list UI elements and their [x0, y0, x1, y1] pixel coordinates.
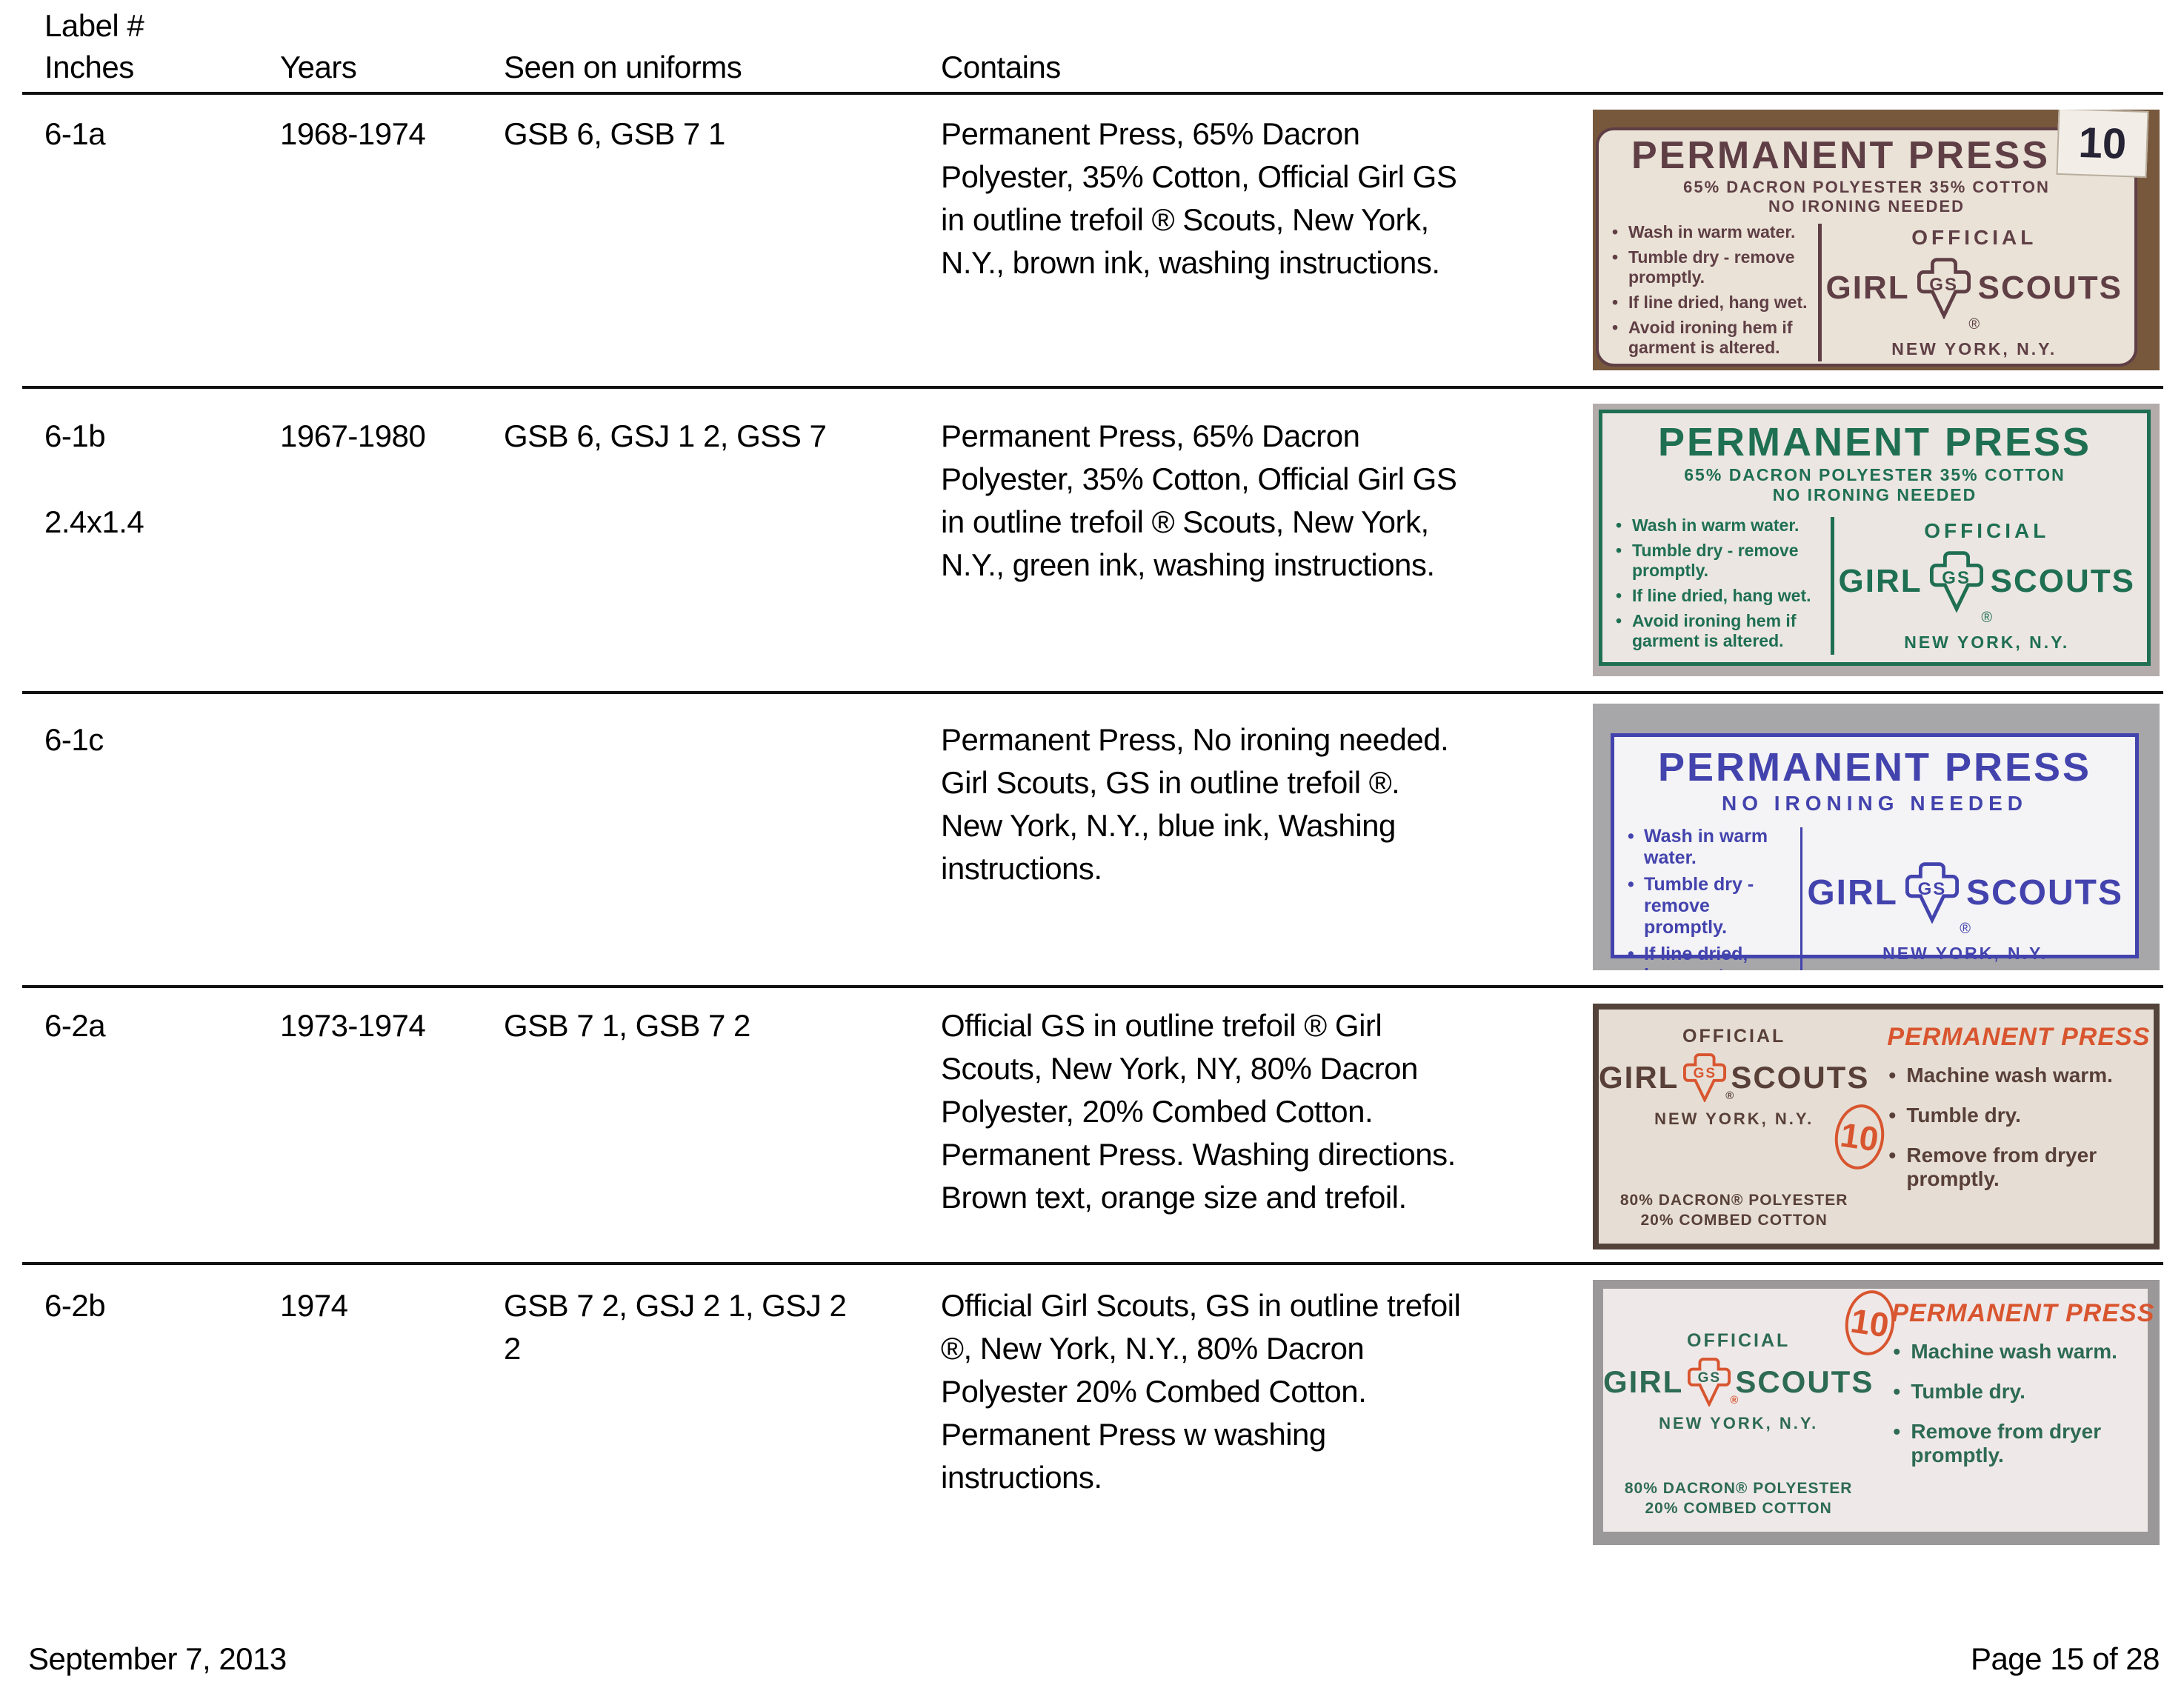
label-photo-6-1b: PERMANENT PRESS 65% DACRON POLYESTER 35%…	[1593, 404, 2160, 676]
trefoil-icon: GS	[1929, 550, 1983, 613]
label-photo-6-1c: PERMANENT PRESS NO IRONING NEEDED Wash i…	[1593, 704, 2160, 970]
row-separator	[22, 985, 2163, 988]
brand-girl: GIRL	[1838, 563, 1922, 599]
cell-label-number: 6-1a	[44, 116, 106, 151]
gs-monogram: GS	[1697, 1370, 1722, 1386]
label-city: NEW YORK, N.Y.	[1882, 944, 2048, 963]
brand-girl: GIRL	[1825, 270, 1910, 306]
brand-scouts: SCOUTS	[1735, 1364, 1874, 1399]
cell-uniforms: GSB 7 1, GSB 7 2	[504, 1008, 750, 1043]
cell-contains: Permanent Press, 65% Dacron Polyester, 3…	[941, 418, 1457, 582]
care-instructions: Machine wash warm. Tumble dry. Remove fr…	[1887, 1064, 2150, 1191]
clothing-label: PERMANENT PRESS 65% DACRON POLYESTER 35%…	[1596, 127, 2137, 367]
clothing-label: PERMANENT PRESS NO IRONING NEEDED Wash i…	[1611, 733, 2139, 970]
gs-monogram: GS	[1917, 879, 1947, 899]
clothing-label: PERMANENT PRESS 65% DACRON POLYESTER 35%…	[1599, 410, 2151, 666]
permanent-press-title: PERMANENT PRESS	[1887, 1023, 2151, 1051]
label-photo-6-1a: 10 PERMANENT PRESS 65% DACRON POLYESTER …	[1593, 110, 2160, 370]
label-fiber-line: 65% DACRON POLYESTER 35% COTTON	[1684, 465, 2065, 484]
cell-label-number: 6-1b	[44, 418, 106, 453]
official-text: OFFICIAL	[1924, 519, 2050, 542]
brand-girl: GIRL	[1603, 1364, 1684, 1399]
cell-uniforms: GSB 6, GSB 7 1	[504, 116, 725, 151]
official-text: OFFICIAL	[1911, 226, 2037, 249]
label-city: NEW YORK, N.Y.	[1891, 339, 2057, 358]
label-divider	[1831, 517, 1834, 655]
row-separator	[22, 1262, 2163, 1265]
cell-contains: Official Girl Scouts, GS in outline tref…	[941, 1288, 1461, 1495]
label-divider	[1800, 827, 1803, 970]
cell-years: 1967-1980	[280, 418, 426, 453]
trefoil-icon: GS ®	[1683, 1053, 1734, 1102]
footer-date: September 7, 2013	[28, 1641, 287, 1676]
registered-mark: ®	[1981, 610, 1993, 626]
cell-contains: Official GS in outline trefoil ® Girl Sc…	[941, 1008, 1456, 1215]
care-instructions: Wash in warm water. Tumble dry - remove …	[1626, 826, 1797, 970]
trefoil-icon: GS	[1917, 257, 1971, 319]
cell-contains: Permanent Press, No ironing needed. Girl…	[941, 722, 1449, 886]
size-tag: 10	[2056, 110, 2149, 178]
header-uniforms: Seen on uniforms	[504, 50, 742, 84]
header-inches: Inches	[44, 50, 134, 84]
cell-years: 1974	[280, 1288, 348, 1323]
label-title: PERMANENT PRESS	[1631, 134, 2051, 177]
cell-years: 1968-1974	[280, 116, 426, 151]
row-separator	[22, 386, 2163, 389]
label-title: PERMANENT PRESS	[1657, 745, 2092, 790]
label-title: PERMANENT PRESS	[1657, 420, 2092, 464]
clothing-label: OFFICIAL GIRL GS ® SCOUTS NEW YORK, N.Y.…	[1603, 1287, 2154, 1532]
label-photo-6-2a: OFFICIAL GIRL GS ® SCOUTS NEW YORK, N.Y.…	[1593, 1004, 2160, 1249]
cell-uniforms: GSB 7 2, GSJ 2 1, GSJ 2 2	[504, 1288, 847, 1366]
official-text: OFFICIAL	[1682, 1026, 1786, 1047]
clothing-label: OFFICIAL GIRL GS ® SCOUTS NEW YORK, N.Y.…	[1599, 1010, 2154, 1244]
registered-mark: ®	[1968, 316, 1980, 333]
label-ironing-line: NO IRONING NEEDED	[1768, 197, 1965, 216]
brand-scouts: SCOUTS	[1977, 270, 2123, 306]
gs-monogram: GS	[1942, 568, 1971, 588]
brand-girl: GIRL	[1599, 1060, 1679, 1095]
brand-scouts: SCOUTS	[1965, 872, 2123, 912]
fabric-content: 80% DACRON® POLYESTER 20% COMBED COTTON	[1624, 1480, 1853, 1517]
registered-mark: ®	[1730, 1394, 1740, 1407]
care-instructions: Wash in warm water. Tumble dry - remove …	[1614, 515, 1828, 656]
registered-mark: ®	[1960, 921, 1971, 937]
cell-label-number: 6-2a	[44, 1008, 106, 1043]
label-ironing-line: NO IRONING NEEDED	[1721, 792, 2028, 815]
label-ironing-line: NO IRONING NEEDED	[1772, 485, 1977, 504]
care-instructions: Wash in warm water. Tumble dry - remove …	[1611, 222, 1815, 363]
label-city: NEW YORK, N.Y.	[1904, 633, 2070, 652]
brand-girl: GIRL	[1807, 872, 1898, 912]
footer-page-number: Page 15 of 28	[1970, 1641, 2160, 1676]
header-contains: Contains	[941, 50, 1061, 84]
label-city: NEW YORK, N.Y.	[1654, 1110, 1814, 1128]
cell-uniforms: GSB 6, GSJ 1 2, GSS 7	[504, 418, 827, 453]
brand-scouts: SCOUTS	[1731, 1060, 1870, 1095]
cell-years: 1973-1974	[280, 1008, 426, 1043]
official-text: OFFICIAL	[1687, 1330, 1791, 1351]
gs-monogram: GS	[1693, 1066, 1717, 1081]
gs-monogram: GS	[1929, 275, 1958, 295]
permanent-press-title: PERMANENT PRESS	[1891, 1299, 2155, 1327]
trefoil-icon: GS	[1905, 861, 1959, 924]
care-instructions: Machine wash warm. Tumble dry. Remove fr…	[1891, 1340, 2154, 1467]
registered-mark: ®	[1725, 1090, 1736, 1102]
header-label-number: Label #	[44, 8, 144, 43]
label-divider	[1818, 224, 1822, 361]
label-city: NEW YORK, N.Y.	[1659, 1414, 1819, 1432]
fabric-content: 80% DACRON® POLYESTER 20% COMBED COTTON	[1619, 1192, 1848, 1229]
brand-scouts: SCOUTS	[1990, 563, 2135, 599]
trefoil-icon: GS ®	[1688, 1358, 1738, 1407]
cell-label-number: 6-1c	[44, 722, 104, 757]
header-years: Years	[280, 50, 357, 84]
row-separator	[22, 691, 2163, 694]
cell-inches: 2.4x1.4	[44, 504, 144, 539]
cell-contains: Permanent Press, 65% Dacron Polyester, 3…	[941, 116, 1457, 280]
label-fiber-line: 65% DACRON POLYESTER 35% COTTON	[1683, 178, 2050, 196]
label-photo-6-2b: OFFICIAL GIRL GS ® SCOUTS NEW YORK, N.Y.…	[1593, 1280, 2160, 1545]
cell-label-number: 6-2b	[44, 1288, 106, 1323]
header-rule	[22, 92, 2163, 95]
